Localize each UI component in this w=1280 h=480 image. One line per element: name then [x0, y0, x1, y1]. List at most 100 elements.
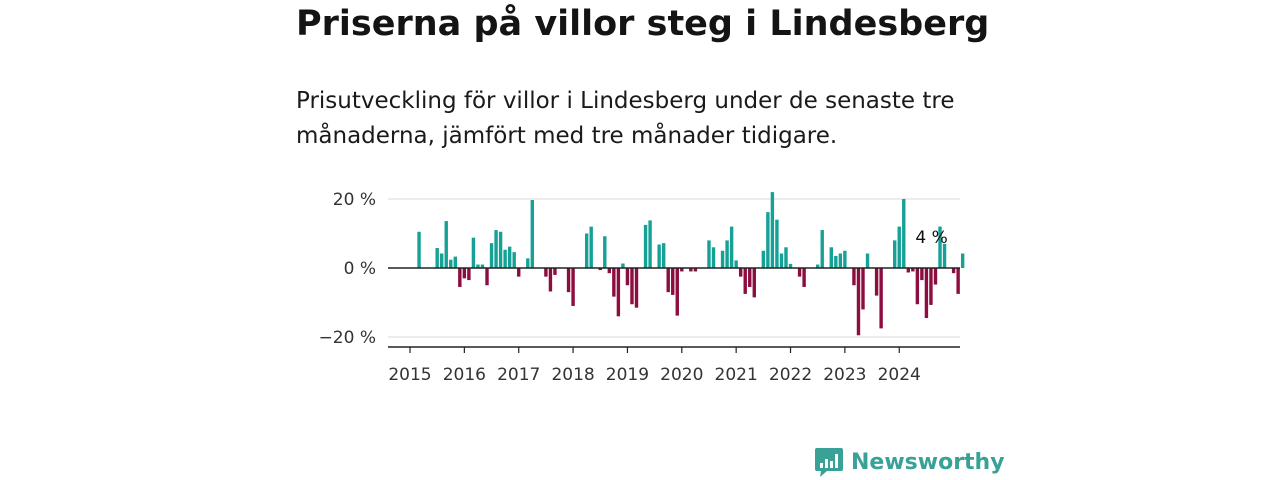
bar	[802, 268, 806, 287]
bar	[494, 230, 498, 268]
bar	[453, 256, 457, 268]
bar	[960, 253, 965, 268]
bar	[933, 268, 938, 285]
bar	[671, 268, 675, 295]
bar	[938, 226, 942, 268]
x-tick-label: 2015	[388, 365, 431, 385]
bar	[689, 268, 693, 272]
bar	[503, 249, 507, 269]
latest-value-label: 4 %	[915, 228, 947, 248]
bar	[417, 231, 421, 269]
bar	[517, 268, 521, 277]
bar	[544, 268, 548, 277]
x-tick-label: 2024	[878, 365, 921, 385]
bar	[612, 268, 616, 297]
bar	[553, 268, 557, 275]
bar	[489, 243, 494, 268]
bar	[476, 264, 480, 268]
x-tick-label: 2020	[660, 365, 703, 385]
bar	[761, 250, 766, 268]
bar	[779, 253, 784, 268]
bar	[467, 268, 471, 281]
y-tick-label: 20 %	[333, 190, 376, 210]
bar	[743, 268, 747, 294]
bar	[648, 220, 652, 268]
y-tick-label: 0 %	[344, 259, 376, 279]
y-tick-label: −20 %	[319, 328, 376, 348]
tick-labels: 20 % 0 % −20 % 2015 2016 2017 2018 2019 2020 2021…	[319, 190, 948, 385]
x-tick-label: 2017	[497, 365, 540, 385]
bar	[571, 268, 575, 306]
bars	[417, 192, 965, 336]
bar	[838, 253, 843, 268]
bar	[485, 268, 489, 286]
bar	[734, 260, 738, 268]
bar	[929, 268, 933, 305]
brand-name: Newsworthy	[851, 449, 1005, 475]
bar	[797, 268, 802, 277]
bar	[643, 224, 648, 269]
bar	[738, 268, 743, 277]
bar	[784, 247, 788, 268]
x-tick-label: 2018	[551, 365, 594, 385]
bar	[861, 268, 865, 310]
bar	[924, 268, 929, 319]
bar	[548, 268, 553, 292]
bar	[729, 226, 734, 268]
bar	[788, 263, 793, 268]
bar	[711, 247, 716, 268]
bar	[471, 237, 476, 268]
bar	[598, 268, 602, 271]
bar	[834, 255, 838, 269]
bar	[843, 250, 847, 268]
bar	[748, 268, 752, 287]
bar	[820, 230, 824, 268]
bar	[951, 268, 956, 274]
bar	[874, 268, 879, 296]
bar	[829, 247, 833, 268]
x-tick-label: 2022	[769, 365, 812, 385]
bar	[444, 221, 448, 268]
bar	[816, 264, 820, 268]
bar	[480, 264, 485, 268]
bar	[879, 268, 883, 329]
bar	[666, 268, 670, 293]
bar	[852, 268, 856, 286]
bar	[902, 199, 906, 268]
bar	[766, 212, 770, 268]
bar	[897, 226, 901, 268]
bar	[634, 268, 639, 308]
bar	[657, 244, 661, 268]
bar	[616, 268, 621, 317]
bar	[693, 268, 698, 272]
bar	[906, 268, 910, 273]
bar	[915, 268, 920, 305]
brand-logo[interactable]: Newsworthy	[814, 446, 1005, 478]
bar	[498, 231, 503, 269]
bar	[707, 240, 711, 268]
bar	[512, 252, 516, 268]
bar	[770, 192, 775, 268]
chart-title: Priserna på villor steg i Lindesberg	[296, 4, 990, 44]
bar	[566, 268, 571, 293]
x-tick-label: 2019	[606, 365, 649, 385]
x-tick-label: 2016	[443, 365, 486, 385]
bar	[725, 240, 729, 268]
bar	[589, 226, 593, 268]
bar	[920, 268, 924, 281]
gridlines	[388, 198, 960, 338]
bar	[630, 268, 634, 305]
bar	[458, 268, 462, 287]
bar	[675, 268, 679, 316]
bar	[584, 233, 589, 268]
bar	[507, 246, 512, 268]
bar	[530, 200, 535, 268]
bar	[603, 236, 607, 268]
bar	[856, 268, 861, 336]
bar	[942, 243, 947, 268]
bar	[621, 263, 625, 268]
x-tick-label: 2023	[823, 365, 866, 385]
x-tick-label: 2021	[715, 365, 758, 385]
bar	[956, 268, 960, 294]
